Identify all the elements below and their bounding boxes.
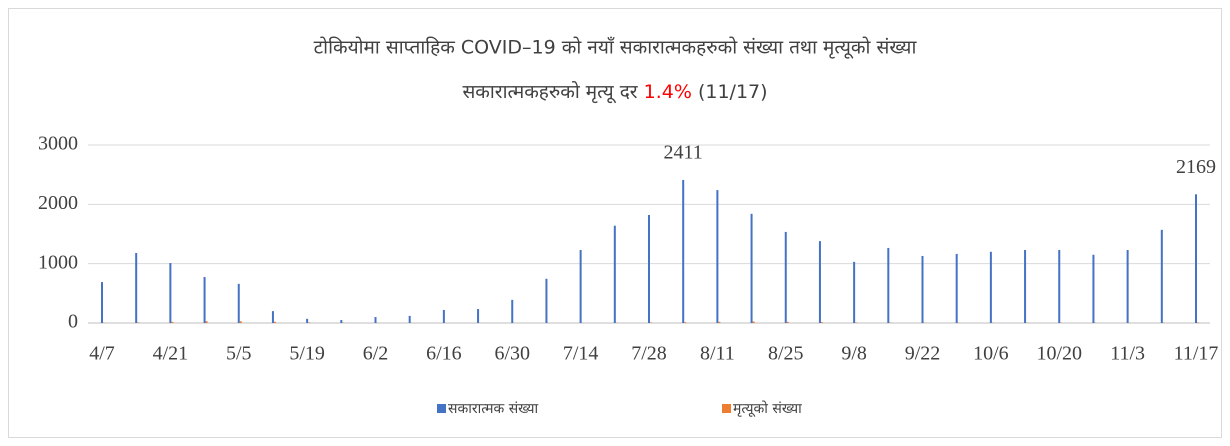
x-tick-label: 6/2 <box>363 343 389 365</box>
data-label: 2169 <box>1176 156 1216 178</box>
legend-swatch <box>437 404 446 413</box>
bar <box>784 231 787 323</box>
bar <box>442 309 445 323</box>
y-tick-label: 0 <box>68 311 78 333</box>
bar <box>818 241 821 323</box>
x-tick-label: 8/25 <box>768 343 804 365</box>
data-label: 2411 <box>664 142 703 164</box>
bar <box>718 321 721 323</box>
bar <box>853 261 856 323</box>
chart-border <box>8 8 1222 438</box>
bar <box>648 215 650 323</box>
bar <box>203 277 206 323</box>
bar <box>1024 250 1027 323</box>
bar <box>887 247 890 323</box>
bar <box>1160 229 1163 323</box>
x-tick-label: 4/21 <box>153 343 189 365</box>
bar <box>1126 250 1129 323</box>
x-tick-label: 4/7 <box>89 343 115 365</box>
bar <box>101 282 103 323</box>
subtitle-part: (11/17) <box>698 81 768 103</box>
bar <box>786 321 789 323</box>
bar <box>239 321 242 323</box>
y-tick-label: 1000 <box>38 251 78 273</box>
bar <box>408 315 411 323</box>
bar <box>1058 250 1061 323</box>
x-tick-label: 5/19 <box>289 343 325 365</box>
bar <box>682 179 685 323</box>
bar <box>855 322 858 323</box>
x-tick-label: 11/3 <box>1110 343 1145 365</box>
bar <box>650 322 652 323</box>
bar <box>237 283 240 323</box>
x-tick-label: 11/17 <box>1174 343 1219 365</box>
y-tick-label: 3000 <box>38 133 78 155</box>
subtitle-highlight: 1.4% <box>644 81 692 103</box>
bar <box>1092 254 1095 323</box>
x-tick-label: 9/22 <box>905 343 941 365</box>
y-tick-label: 2000 <box>38 192 78 214</box>
bar <box>716 190 719 323</box>
bar <box>271 311 274 323</box>
x-tick-label: 7/28 <box>631 343 667 365</box>
bar <box>135 252 138 323</box>
bar <box>955 253 958 323</box>
bar <box>308 322 311 323</box>
legend-label: मृत्यूको संख्या <box>733 400 802 417</box>
bar <box>1197 322 1199 323</box>
bar <box>579 250 582 323</box>
bar <box>989 251 992 323</box>
bar <box>545 278 548 323</box>
bar <box>137 322 140 323</box>
x-tick-label: 8/11 <box>700 343 735 365</box>
bar <box>752 321 755 323</box>
x-tick-label: 6/16 <box>426 343 462 365</box>
bar <box>169 263 172 323</box>
x-tick-label: 6/30 <box>494 343 530 365</box>
bar <box>921 255 924 323</box>
x-tick-label: 5/5 <box>226 343 252 365</box>
x-tick-label: 10/20 <box>1036 343 1082 365</box>
bar <box>340 320 343 323</box>
legend-swatch <box>722 404 731 413</box>
x-tick-label: 10/6 <box>973 343 1009 365</box>
bar <box>684 322 687 323</box>
bar <box>820 322 823 323</box>
bar <box>1195 194 1197 323</box>
legend-label: सकारात्मक संख्या <box>448 401 538 417</box>
bar <box>750 213 753 323</box>
bar <box>374 317 377 323</box>
bar <box>613 225 616 323</box>
bar <box>171 321 174 323</box>
chart-title: टोकियोमा साप्ताहिक COVID–19 को नयाँ सकार… <box>314 36 918 60</box>
subtitle-part: सकारात्मकहरुको मृत्यू दर <box>462 80 638 104</box>
chart-subtitle: सकारात्मकहरुको मृत्यू दर 1.4% (11/17) <box>462 80 767 104</box>
bar <box>205 321 208 323</box>
bar <box>306 318 309 323</box>
bar <box>511 299 514 323</box>
bar <box>273 321 276 323</box>
x-tick-label: 9/8 <box>841 343 867 365</box>
x-tick-label: 7/14 <box>563 343 599 365</box>
bar <box>477 309 480 323</box>
